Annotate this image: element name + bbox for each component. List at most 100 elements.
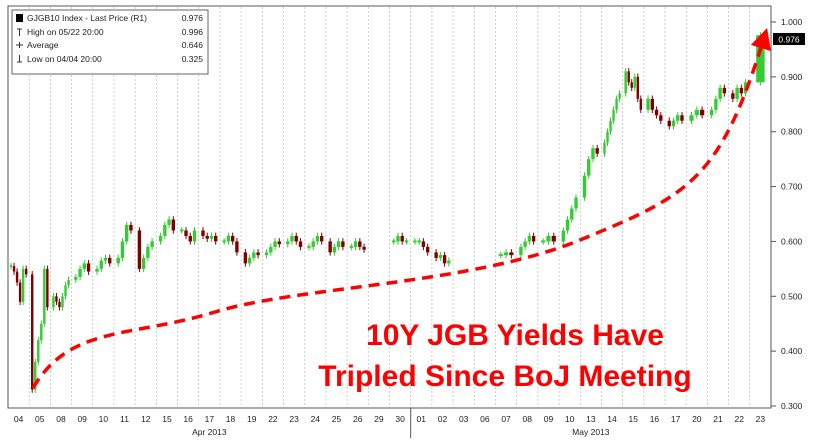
candle-body	[582, 175, 587, 198]
candle-body	[21, 268, 25, 302]
x-tick-label: 12	[141, 414, 151, 424]
candle-body	[417, 240, 421, 243]
candle-body	[527, 235, 532, 242]
x-tick-label: 16	[183, 414, 193, 424]
candle-body	[353, 241, 358, 247]
candle-body	[180, 229, 184, 232]
candle-body	[273, 241, 277, 247]
candle-body	[150, 241, 154, 247]
legend: GJGB10 Index - Last Price (R1) 0.976 Hig…	[11, 9, 209, 75]
candle-body	[612, 109, 615, 121]
legend-high-label: High on 05/22 20:00	[27, 27, 104, 37]
candle-body	[636, 76, 639, 99]
candle-body	[294, 235, 298, 242]
candle-body	[214, 235, 218, 242]
x-tick-label: 10	[565, 414, 575, 424]
candle-body	[37, 340, 40, 363]
candle-body	[184, 230, 188, 236]
candle-body	[624, 71, 627, 94]
x-tick-label: 13	[586, 414, 596, 424]
candle-body	[201, 230, 205, 236]
legend-box	[11, 9, 209, 75]
candle-body	[650, 98, 655, 110]
candle-body	[722, 87, 727, 94]
annotation-line-1: 10Y JGB Yields Have	[366, 319, 664, 352]
candle-body	[163, 224, 167, 236]
candle-body	[67, 279, 70, 286]
candle-body	[226, 235, 231, 242]
candle-body	[78, 268, 82, 278]
candle-body	[188, 235, 192, 242]
candle-body	[58, 301, 61, 308]
candle-body	[531, 235, 536, 242]
legend-average-value: 0.646	[182, 40, 204, 50]
x-tick-label: 08	[56, 414, 66, 424]
x-tick-label: 09	[544, 414, 554, 424]
candle-body	[341, 241, 345, 247]
candle-body	[603, 142, 606, 154]
candle-body	[124, 224, 129, 242]
candle-body	[31, 274, 34, 390]
candle-body	[15, 271, 19, 283]
candle-body	[587, 159, 591, 176]
candle-body	[298, 241, 303, 247]
candle-body	[252, 252, 256, 258]
x-tick-label: 11	[120, 414, 129, 424]
candle-body	[551, 235, 556, 242]
candle-body	[332, 246, 337, 253]
candle-body	[442, 255, 447, 264]
candles	[9, 31, 765, 393]
y-tick-label: 0.300	[781, 401, 803, 411]
candle-body	[718, 87, 722, 99]
x-tick-label: 10	[99, 414, 109, 424]
y-tick-label: 0.700	[781, 182, 803, 192]
x-tick-label: 20	[692, 414, 702, 424]
candle-body	[615, 98, 618, 110]
candle-body	[315, 235, 320, 242]
candle-body	[64, 285, 67, 297]
candle-body	[269, 246, 273, 253]
candle-body	[286, 241, 290, 245]
x-tick-label: 21	[713, 414, 723, 424]
candle-body	[61, 296, 64, 308]
candle-body	[523, 241, 527, 247]
candle-body	[52, 296, 55, 308]
legend-title: GJGB10 Index - Last Price (R1)	[27, 13, 147, 23]
candle-body	[413, 240, 417, 243]
x-tick-label: 25	[332, 414, 342, 424]
candle-body	[336, 241, 341, 247]
candle-body	[277, 241, 281, 245]
x-tick-label: 23	[289, 414, 299, 424]
legend-title-value: 0.976	[182, 13, 204, 23]
x-tick-label: 23	[756, 414, 766, 424]
candle-body	[676, 115, 680, 121]
x-tick-label: 07	[501, 414, 511, 424]
trend-arrow	[31, 27, 771, 389]
candle-body	[137, 230, 142, 269]
candle-body	[392, 240, 396, 243]
candle-body	[659, 115, 663, 121]
legend-low-label: Low on 04/04 20:00	[27, 54, 102, 64]
candle-body	[731, 93, 735, 99]
candle-body	[503, 252, 509, 256]
x-tick-label: 17	[671, 414, 681, 424]
candle-body	[46, 268, 49, 308]
candle-body	[205, 235, 209, 239]
x-tick-label: 14	[607, 414, 617, 424]
candle-body	[328, 241, 332, 253]
x-tick-label: 30	[395, 414, 405, 424]
x-tick-label: 19	[247, 414, 257, 424]
candle-body	[400, 235, 404, 242]
last-price-tag-text: 0.976	[778, 35, 800, 45]
candle-body	[739, 87, 744, 94]
candle-body	[43, 268, 46, 324]
candle-body	[256, 252, 260, 256]
candle-body	[519, 246, 523, 256]
x-tick-label: 22	[268, 414, 278, 424]
candle-body	[509, 252, 514, 256]
candle-body	[709, 109, 714, 116]
x-tick-label: 06	[480, 414, 490, 424]
x-tick-label: 01	[417, 414, 427, 424]
candle-body	[146, 246, 150, 258]
candle-body	[654, 109, 659, 116]
